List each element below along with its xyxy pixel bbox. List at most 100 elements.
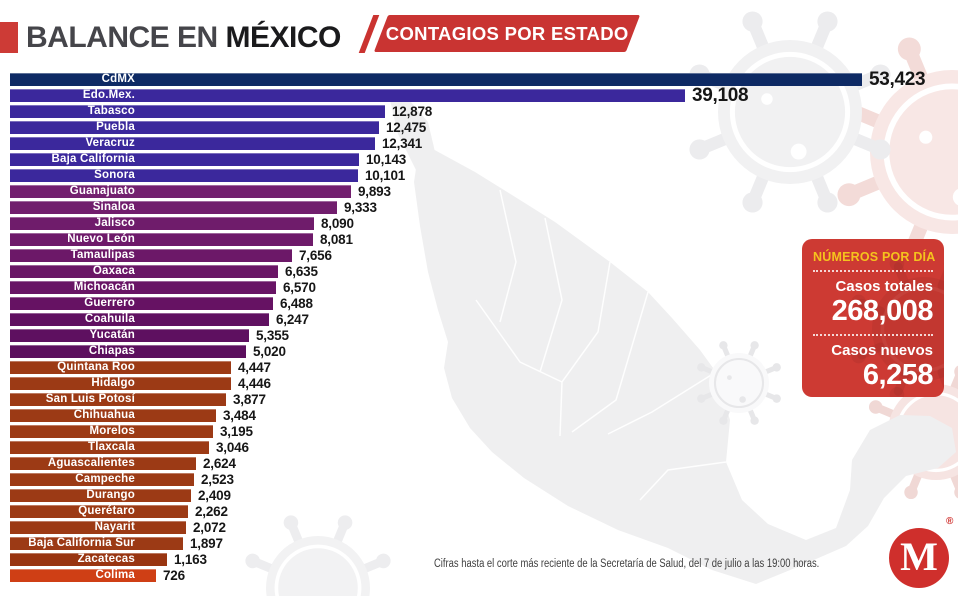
state-label: Aguascalientes [47,457,135,469]
state-label: San Luis Potosí [45,393,135,405]
bar-row: Morelos 3,195 [10,425,950,438]
state-label: Nayarit [94,521,135,533]
state-label: CdMX [101,73,135,85]
page-title: BALANCE EN MÉXICO [26,22,341,54]
state-label: Quintana Roo [57,361,135,373]
bar-row: Hidalgo 4,446 [10,377,950,390]
bar-chart: CdMX 53,423 Edo.Mex. 39,108 Tabasco 12,878 Pue… [10,69,950,585]
state-value: 1,897 [190,536,223,551]
state-label: Campeche [75,473,135,485]
state-value: 4,446 [238,376,271,391]
state-bar: Durango [10,489,191,502]
state-value: 53,423 [869,69,926,90]
state-value: 2,072 [193,520,226,535]
state-value: 39,108 [692,85,749,106]
state-bar: Nuevo León [10,233,313,246]
state-value: 9,333 [344,200,377,215]
page-title-bold: MÉXICO [225,21,342,54]
state-bar: Michoacán [10,281,276,294]
state-label: Colima [95,569,135,581]
state-bar: Yucatán [10,329,249,342]
bar-row: Guanajuato 9,893 [10,185,950,198]
state-bar: Coahuila [10,313,269,326]
state-label: Edo.Mex. [82,89,135,101]
bar-row: Veracruz 12,341 [10,137,950,150]
state-value: 2,523 [201,472,234,487]
bar-row: Sonora 10,101 [10,169,950,182]
registered-trademark: ® [946,516,954,527]
state-label: Baja California [51,153,135,165]
state-bar: Chiapas [10,345,246,358]
state-value: 3,484 [223,408,256,423]
state-value: 3,195 [220,424,253,439]
state-bar: Baja California Sur [10,537,183,550]
bar-row: Colima 726 [10,569,950,582]
bar-row: Quintana Roo 4,447 [10,361,950,374]
state-bar: Veracruz [10,137,375,150]
virus-decoration-layer-front [245,341,781,596]
state-value: 7,656 [299,248,332,263]
state-value: 8,081 [320,232,353,247]
state-bar: Tlaxcala [10,441,209,454]
state-label: Oaxaca [92,265,135,277]
new-cases-value: 6,258 [862,359,934,391]
state-value: 4,447 [238,360,271,375]
daily-numbers-panel: NÚMEROS POR DÍA Casos totales 268,008 Ca… [802,239,944,397]
bar-row: Tabasco 12,878 [10,105,950,118]
bar-row: CdMX 53,423 [10,69,950,90]
state-value: 12,878 [392,104,433,119]
mexico-state-borders [475,189,853,501]
total-cases-label: Casos totales [835,278,933,295]
state-label: Puebla [96,121,135,133]
state-bar: Oaxaca [10,265,278,278]
state-bar: Nayarit [10,521,186,534]
bar-row: San Luis Potosí 3,877 [10,393,950,406]
state-bar: Sinaloa [10,201,337,214]
bar-row: Nuevo León 8,081 [10,233,950,246]
state-label: Guanajuato [69,185,135,197]
bar-row: Nayarit 2,072 [10,521,950,534]
bar-row: Durango 2,409 [10,489,950,502]
state-value: 1,163 [174,552,207,567]
state-bar: San Luis Potosí [10,393,226,406]
source-note: Cifras hasta el corte más reciente de la… [434,558,820,570]
panel-divider [813,334,933,336]
state-label: Coahuila [84,313,135,325]
bar-row: Yucatán 5,355 [10,329,950,342]
state-bar: Morelos [10,425,213,438]
bar-row: Chihuahua 3,484 [10,409,950,422]
state-value: 3,046 [216,440,249,455]
state-label: Hidalgo [91,377,135,389]
state-value: 5,020 [253,344,286,359]
bar-row: Tlaxcala 3,046 [10,441,950,454]
state-value: 10,143 [366,152,407,167]
state-label: Chiapas [88,345,135,357]
header-accent-block [0,22,18,53]
state-bar: Sonora [10,169,358,182]
bar-row: Oaxaca 6,635 [10,265,950,278]
state-bar: Hidalgo [10,377,231,390]
state-bar: Quintana Roo [10,361,231,374]
state-value: 12,341 [382,136,423,151]
milenio-logo: M [889,528,949,588]
state-label: Jalisco [94,217,135,229]
bar-row: Coahuila 6,247 [10,313,950,326]
state-value: 2,624 [203,456,236,471]
bar-row: Michoacán 6,570 [10,281,950,294]
state-label: Chihuahua [73,409,135,421]
state-label: Veracruz [85,137,135,149]
bar-row: Zacatecas 1,163 [10,553,950,566]
state-bar: Edo.Mex. [10,89,685,102]
bar-row: Puebla 12,475 [10,121,950,134]
state-bar: Aguascalientes [10,457,196,470]
state-label: Sonora [94,169,135,181]
state-label: Tlaxcala [88,441,135,453]
milenio-logo-letter: M [900,534,938,579]
state-label: Tabasco [87,105,135,117]
state-label: Nuevo León [67,233,135,245]
state-value: 2,262 [195,504,228,519]
state-value: 2,409 [198,488,231,503]
bar-row: Chiapas 5,020 [10,345,950,358]
state-bar: Guanajuato [10,185,351,198]
